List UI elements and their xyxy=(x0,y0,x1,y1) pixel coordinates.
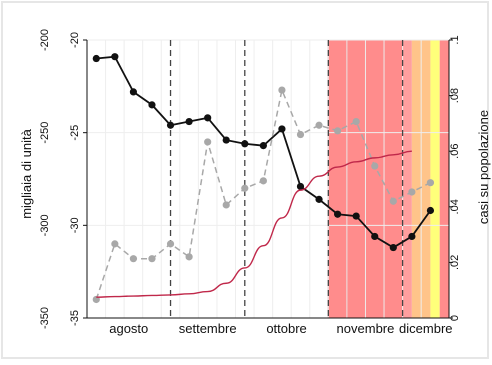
left-tick-label-outer-0: -200 xyxy=(39,29,51,51)
gray-point-11 xyxy=(296,130,305,139)
right-tick-label-3: .06 xyxy=(449,144,461,159)
gray-point-17 xyxy=(408,188,416,196)
black-point-11 xyxy=(296,182,305,191)
month-label-4: dicembre xyxy=(399,321,452,336)
black-point-15 xyxy=(371,232,379,241)
gray-point-5 xyxy=(185,253,193,261)
gray-point-4 xyxy=(166,240,175,248)
right-tick-label-2: .04 xyxy=(449,199,461,214)
left-tick-label-inner-3: -35 xyxy=(69,310,81,326)
black-point-14 xyxy=(352,212,360,220)
black-point-2 xyxy=(129,88,138,96)
gray-point-14 xyxy=(352,117,360,126)
month-label-3: novembre xyxy=(337,321,395,336)
black-point-18 xyxy=(426,206,435,215)
gray-point-13 xyxy=(334,127,342,135)
black-point-6 xyxy=(204,114,212,122)
black-point-5 xyxy=(185,117,193,126)
black-point-13 xyxy=(334,210,342,218)
gray-point-12 xyxy=(315,121,323,129)
left-tick-label-outer-2: -300 xyxy=(39,214,51,236)
y-axis-title-right: casi su popolazione xyxy=(476,110,491,224)
month-label-0: agosto xyxy=(109,321,148,336)
black-point-8 xyxy=(241,140,249,148)
black-point-10 xyxy=(278,125,286,133)
background-band-1 xyxy=(402,40,412,318)
black-point-17 xyxy=(408,232,416,241)
black-point-3 xyxy=(148,101,156,109)
right-tick-label-1: .02 xyxy=(449,255,461,270)
black-point-9 xyxy=(259,142,267,150)
gray-point-2 xyxy=(129,255,138,263)
background-band-4 xyxy=(439,40,449,318)
gray-point-9 xyxy=(259,177,267,185)
left-tick-label-inner-0: -20 xyxy=(69,32,81,48)
gray-point-16 xyxy=(389,197,397,205)
gray-point-8 xyxy=(241,184,249,192)
black-point-12 xyxy=(315,195,323,203)
gray-point-18 xyxy=(426,179,435,187)
left-tick-label-inner-2: -30 xyxy=(69,217,81,233)
month-label-2: ottobre xyxy=(266,321,306,336)
right-tick-label-4: .08 xyxy=(449,88,461,103)
black-point-16 xyxy=(389,243,397,252)
gray-point-15 xyxy=(371,162,379,170)
month-label-1: settembre xyxy=(179,321,237,336)
background-band-3 xyxy=(430,40,440,318)
black-point-7 xyxy=(222,136,230,144)
y-axis-title-left: migliaia di unità xyxy=(19,128,34,218)
right-tick-label-0: 0 xyxy=(449,315,461,321)
gray-point-7 xyxy=(222,201,230,209)
series-cases-line xyxy=(96,150,412,298)
black-point-4 xyxy=(166,121,175,129)
gray-point-1 xyxy=(111,240,119,248)
gray-point-6 xyxy=(204,138,212,146)
left-tick-label-outer-3: -350 xyxy=(39,307,51,329)
left-tick-label-inner-1: -25 xyxy=(69,125,81,141)
gray-point-10 xyxy=(278,86,286,94)
black-point-1 xyxy=(111,53,119,61)
left-tick-label-outer-1: -250 xyxy=(39,122,51,144)
gray-point-3 xyxy=(148,255,156,263)
black-point-0 xyxy=(92,54,100,63)
right-tick-label-5: .1 xyxy=(449,35,461,44)
